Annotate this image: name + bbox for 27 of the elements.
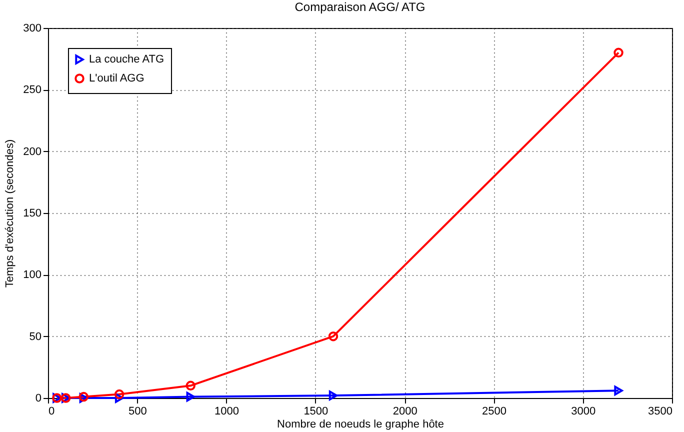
y-tick-label: 200 bbox=[23, 146, 42, 158]
point bbox=[186, 380, 196, 391]
chart-title: Comparaison AGG/ ATG bbox=[294, 0, 426, 14]
y-tick-label: 250 bbox=[23, 84, 42, 96]
x-tick-label: 0 bbox=[48, 406, 55, 418]
point bbox=[114, 393, 124, 403]
legend-label: La couche ATG bbox=[89, 54, 164, 66]
legend-label: L'outil AGG bbox=[89, 72, 144, 84]
y-tick-label: 100 bbox=[23, 269, 42, 282]
x-axis-title: Nombre de noeuds le graphe hôte bbox=[277, 418, 444, 430]
point bbox=[328, 331, 338, 342]
y-tick-label: 50 bbox=[29, 330, 42, 343]
y-tick-label: 0 bbox=[35, 392, 42, 404]
y-axis-title: Temps d'exécution (secondes) bbox=[4, 139, 16, 288]
point bbox=[328, 390, 338, 400]
y-tick-label: 300 bbox=[23, 22, 42, 34]
x-tick-label: 2500 bbox=[482, 406, 506, 418]
x-tick-label: 3500 bbox=[648, 406, 672, 418]
y-tick-label: 150 bbox=[23, 208, 42, 220]
x-tick-label: 2000 bbox=[392, 406, 418, 418]
x-tick-label: 1000 bbox=[214, 406, 240, 418]
x-tick-label: 500 bbox=[128, 406, 147, 418]
x-tick-label: 3000 bbox=[571, 406, 596, 418]
x-tick-label: 1500 bbox=[304, 406, 328, 418]
point bbox=[614, 386, 623, 396]
point bbox=[114, 389, 124, 400]
point bbox=[186, 392, 195, 402]
